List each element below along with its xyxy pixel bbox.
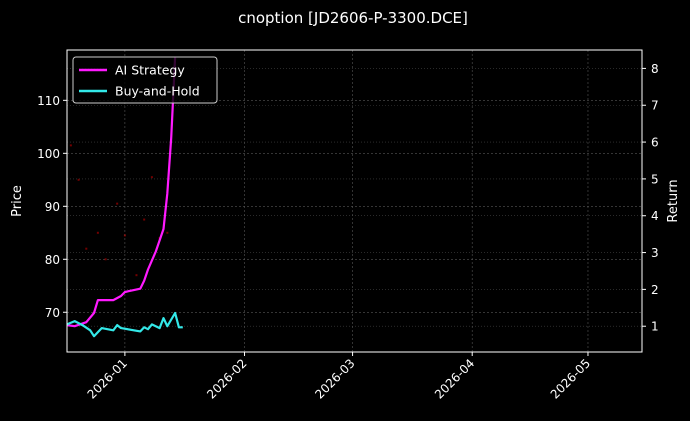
y-right-tick-label: 1 [651,320,659,334]
price-point [104,258,107,261]
price-point [166,231,169,234]
price-point [69,144,72,147]
price-point [77,178,80,181]
y-right-tick-label: 8 [651,62,659,76]
y-axis-left: 70 80 90 100 110 [37,94,67,320]
y-right-tick-label: 5 [651,172,659,186]
price-point [135,274,138,277]
price-point [96,231,99,234]
price-point [116,202,119,205]
price-point [150,176,153,179]
buy-and-hold-line [66,311,183,338]
y-left-tick-label: 90 [45,200,60,214]
legend-label: AI Strategy [115,63,185,78]
y-right-tick-label: 4 [651,209,659,223]
chart-title: cnoption [JD2606-P-3300.DCE] [238,9,468,27]
y-axis-right: 1 2 3 4 5 6 7 8 [642,62,659,334]
y-right-tick-label: 2 [651,283,659,297]
plot-frame [66,49,643,353]
price-point [143,218,146,221]
series-lines [66,57,183,338]
legend-label: Buy-and-Hold [115,84,200,99]
y-right-tick-label: 7 [651,99,659,113]
y-left-tick-label: 80 [45,253,60,267]
y-right-tick-label: 6 [651,136,659,150]
y-axis-right-label: Return [666,179,681,222]
y-axis-left-label: Price [10,185,25,217]
y-left-tick-label: 110 [37,94,60,108]
price-point [85,247,88,250]
y-right-tick-label: 3 [651,246,659,260]
price-point [123,234,126,237]
y-left-tick-label: 100 [37,147,60,161]
legend: AI Strategy Buy-and-Hold [72,56,218,104]
ai-strategy-line [66,57,177,328]
y-left-tick-label: 70 [45,306,60,320]
